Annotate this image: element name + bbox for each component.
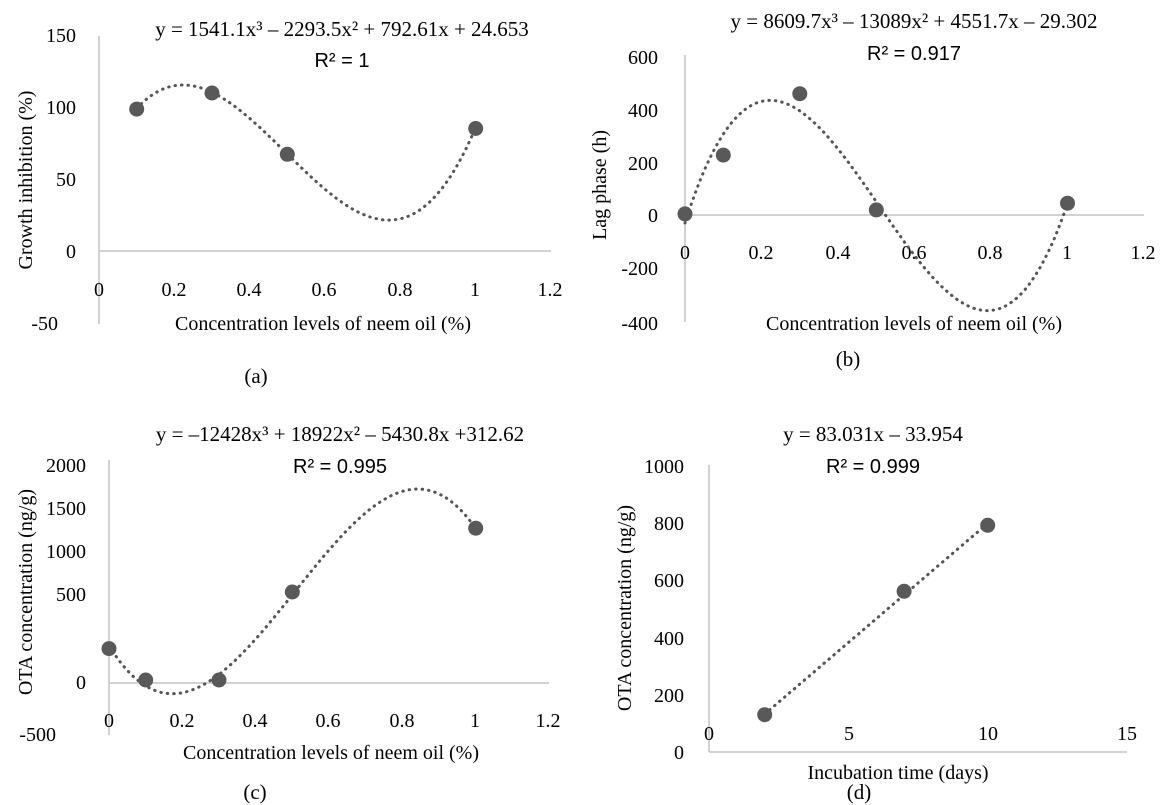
- x-tick-label: 0.4: [826, 242, 851, 264]
- x-tick-label: 0.2: [170, 710, 195, 732]
- y-tick-label: 400: [654, 628, 684, 650]
- x-axis-label: Concentration levels of neem oil (%): [766, 313, 1062, 335]
- panel-label: (a): [244, 364, 267, 388]
- x-tick-label: 0.8: [388, 279, 413, 301]
- y-tick-label: -500: [19, 724, 56, 746]
- trendline-equation: y = –12428x³ + 18922x² – 5430.8x +312.62: [156, 422, 524, 446]
- r-squared-label: R² = 0.995: [293, 456, 387, 478]
- panel-label: (b): [836, 347, 861, 371]
- x-tick-label: 0.8: [390, 710, 415, 732]
- y-tick-label: 150: [46, 25, 76, 47]
- chart-panel-a: y = 1541.1x³ – 2293.5x² + 792.61x + 24.6…: [15, 17, 563, 388]
- panel-label: (d): [847, 780, 872, 804]
- x-tick-label: 1: [470, 710, 480, 732]
- r-squared-label: R² = 1: [314, 50, 369, 72]
- x-tick-label: 0: [94, 279, 104, 301]
- y-tick-label: 0: [76, 672, 86, 694]
- chart-panel-c: y = –12428x³ + 18922x² – 5430.8x +312.62…: [15, 422, 561, 804]
- x-tick-label: 1.2: [1131, 242, 1156, 264]
- x-tick-label: 15: [1117, 723, 1137, 745]
- chart-panel-b: y = 8609.7x³ – 13089x² + 4551.7x – 29.30…: [589, 9, 1156, 371]
- x-tick-label: 10: [978, 723, 998, 745]
- data-point: [980, 517, 996, 533]
- data-points: [677, 86, 1075, 222]
- x-tick-label: 0: [704, 723, 714, 745]
- trendline: [107, 487, 478, 696]
- y-tick-label: 1000: [644, 456, 684, 478]
- x-axis-label: Incubation time (days): [807, 762, 988, 784]
- y-tick-label: 50: [56, 169, 76, 191]
- y-tick-label: -50: [31, 313, 58, 335]
- x-tick-label: 1.2: [536, 710, 561, 732]
- y-tick-label: 1000: [46, 541, 86, 563]
- data-point: [468, 520, 484, 536]
- y-tick-label: 1500: [46, 498, 86, 520]
- data-point: [757, 707, 773, 723]
- x-tick-label: 1: [1062, 242, 1072, 264]
- data-points: [101, 520, 484, 688]
- y-tick-label: 100: [46, 97, 76, 119]
- data-point: [284, 584, 300, 600]
- y-axis-label: OTA concentration (ng/g): [614, 505, 636, 711]
- y-axis-label: Lag phase (h): [589, 130, 611, 240]
- x-tick-label: 0: [104, 710, 114, 732]
- y-tick-label: 800: [654, 513, 684, 535]
- data-point: [1060, 195, 1075, 211]
- r-squared-label: R² = 0.917: [867, 43, 961, 65]
- x-tick-label: 0.4: [237, 279, 262, 301]
- y-tick-label: 600: [654, 570, 684, 592]
- x-tick-label: 5: [844, 723, 854, 745]
- x-tick-label: 0.8: [978, 242, 1003, 264]
- data-point: [792, 86, 808, 102]
- trendline-equation: y = 83.031x – 33.954: [783, 422, 963, 446]
- data-point: [129, 101, 145, 117]
- data-point: [279, 146, 295, 162]
- y-tick-label: 200: [654, 685, 684, 707]
- data-points: [129, 85, 484, 162]
- trendline: [763, 521, 990, 716]
- r-squared-label: R² = 0.999: [826, 456, 920, 478]
- y-tick-label: 2000: [46, 455, 86, 477]
- y-axis-label: OTA concentration (ng/g): [15, 489, 37, 695]
- chart-panel-d: y = 83.031x – 33.954 R² = 0.999 1000 800…: [614, 422, 1137, 804]
- y-tick-label: 500: [56, 584, 86, 606]
- y-tick-label: 200: [628, 153, 658, 175]
- x-tick-label: 0.6: [316, 710, 341, 732]
- x-tick-label: 0.2: [749, 242, 774, 264]
- data-point: [868, 202, 884, 218]
- y-tick-label: 600: [628, 47, 658, 69]
- x-axis-label: Concentration levels of neem oil (%): [183, 742, 479, 764]
- y-tick-label: 400: [628, 100, 658, 122]
- trendline-equation: y = 8609.7x³ – 13089x² + 4551.7x – 29.30…: [730, 9, 1097, 33]
- x-tick-label: 0.2: [162, 279, 187, 301]
- data-points: [757, 517, 996, 723]
- y-tick-label: -400: [621, 313, 658, 335]
- x-axis-label: Concentration levels of neem oil (%): [175, 313, 471, 335]
- data-point: [211, 672, 227, 688]
- data-point: [677, 206, 693, 222]
- trendline: [135, 83, 478, 222]
- x-tick-label: 1: [470, 279, 480, 301]
- data-point: [468, 121, 484, 136]
- y-tick-label: -200: [621, 258, 658, 280]
- data-point: [715, 147, 731, 163]
- y-axis-label: Growth inhibition (%): [15, 91, 37, 270]
- x-tick-label: 0.6: [902, 242, 927, 264]
- x-tick-label: 0: [680, 242, 690, 264]
- y-tick-label: 0: [674, 742, 684, 764]
- y-tick-label: 0: [66, 241, 76, 263]
- data-point: [204, 85, 220, 101]
- x-tick-label: 0.4: [243, 710, 268, 732]
- data-point: [138, 672, 154, 688]
- x-tick-label: 1.2: [538, 279, 563, 301]
- y-tick-label: 0: [648, 205, 658, 227]
- panel-label: (c): [243, 780, 266, 804]
- x-tick-label: 0.6: [312, 279, 337, 301]
- data-point: [101, 641, 117, 657]
- trendline-equation: y = 1541.1x³ – 2293.5x² + 792.61x + 24.6…: [155, 17, 529, 41]
- data-point: [896, 583, 912, 599]
